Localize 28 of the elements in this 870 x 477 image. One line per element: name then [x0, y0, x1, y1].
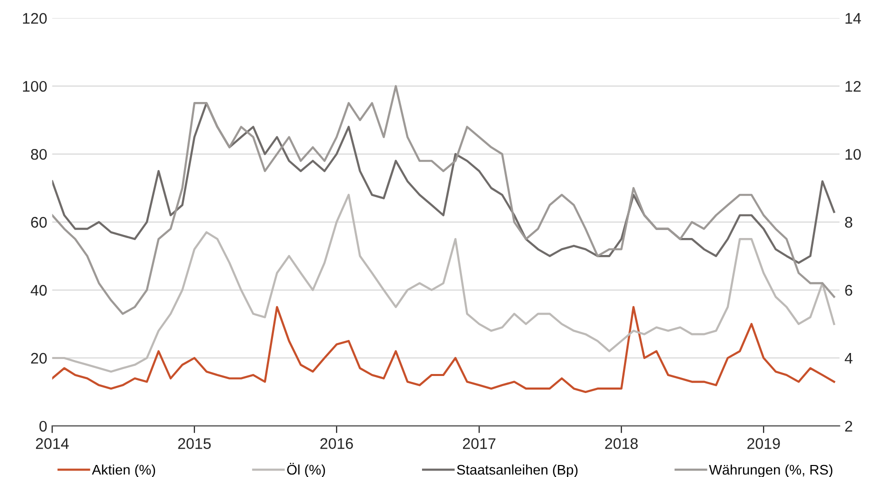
y-tick-label: 60	[31, 216, 47, 228]
y-tick-label: 80	[31, 148, 47, 160]
line-series	[52, 85, 836, 315]
y2-tick-label: 10	[846, 148, 861, 160]
y2-tick-label: 6	[845, 284, 852, 296]
y2-tick-label: 8	[845, 216, 852, 228]
y2-tick-label: 14	[846, 13, 861, 24]
legend-label: Öl (%)	[287, 462, 325, 477]
y-tick-label: 0	[39, 420, 47, 432]
y2-tick-label: 4	[844, 353, 852, 364]
x-tick-label: 2019	[747, 438, 780, 449]
x-tick-label: 2014	[36, 438, 69, 449]
x-tick-label: 2015	[178, 438, 211, 449]
legend-label: Aktien (%)	[92, 464, 156, 477]
y-tick-label: 120	[23, 12, 47, 24]
y-tick-label: 100	[23, 80, 47, 92]
x-tick-label: 2018	[605, 438, 638, 449]
legend-label: Währungen (%, RS)	[708, 464, 832, 477]
line-series	[52, 194, 836, 373]
y2-tick-label: 2	[845, 420, 852, 432]
x-tick-label: 2017	[462, 438, 496, 449]
legend-label: Staatsanleihen (Bp)	[457, 464, 578, 477]
line-series	[52, 306, 836, 394]
line-series	[52, 102, 836, 264]
y-tick-label: 40	[30, 284, 47, 296]
y2-tick-label: 12	[846, 80, 861, 92]
y-tick-label: 20	[31, 352, 47, 364]
x-tick-label: 2016	[320, 438, 353, 449]
